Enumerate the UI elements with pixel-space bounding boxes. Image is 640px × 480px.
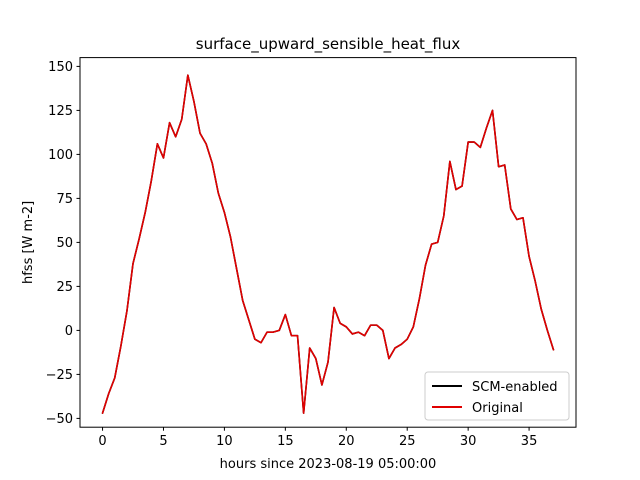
y-tick-label: 100 [48, 148, 73, 163]
plot-frame [79, 57, 577, 428]
y-tick-label: 0 [65, 324, 73, 339]
y-tick-label: 75 [56, 192, 73, 207]
y-axis-title: hfss [W m-2] [21, 201, 36, 284]
series-layer [101, 74, 555, 414]
y-tick-label: 150 [48, 60, 73, 75]
series-line-original [101, 74, 555, 414]
x-tick-label: 30 [460, 434, 477, 449]
x-axis-ticks: 0 5 10 15 20 25 30 35 [98, 427, 537, 449]
y-axis-ticks: −50 −25 0 25 50 75 100 125 150 [46, 60, 80, 427]
x-axis-title: hours since 2023-08-19 05:00:00 [220, 457, 437, 472]
y-tick-label: −25 [46, 368, 73, 383]
x-tick-label: 5 [159, 434, 167, 449]
chart-title: surface_upward_sensible_heat_flux [196, 35, 461, 54]
legend: SCM-enabled Original [424, 371, 570, 421]
x-tick-label: 0 [98, 434, 106, 449]
x-tick-label: 25 [399, 434, 416, 449]
y-tick-label: 50 [56, 236, 73, 251]
y-tick-label: −50 [46, 412, 73, 427]
x-tick-label: 35 [521, 434, 538, 449]
x-tick-label: 15 [277, 434, 294, 449]
x-tick-label: 10 [216, 434, 233, 449]
y-tick-label: 25 [56, 280, 73, 295]
legend-label-scm-enabled: SCM-enabled [472, 380, 558, 395]
x-tick-label: 20 [338, 434, 355, 449]
y-tick-label: 125 [48, 104, 73, 119]
legend-label-original: Original [472, 401, 523, 416]
